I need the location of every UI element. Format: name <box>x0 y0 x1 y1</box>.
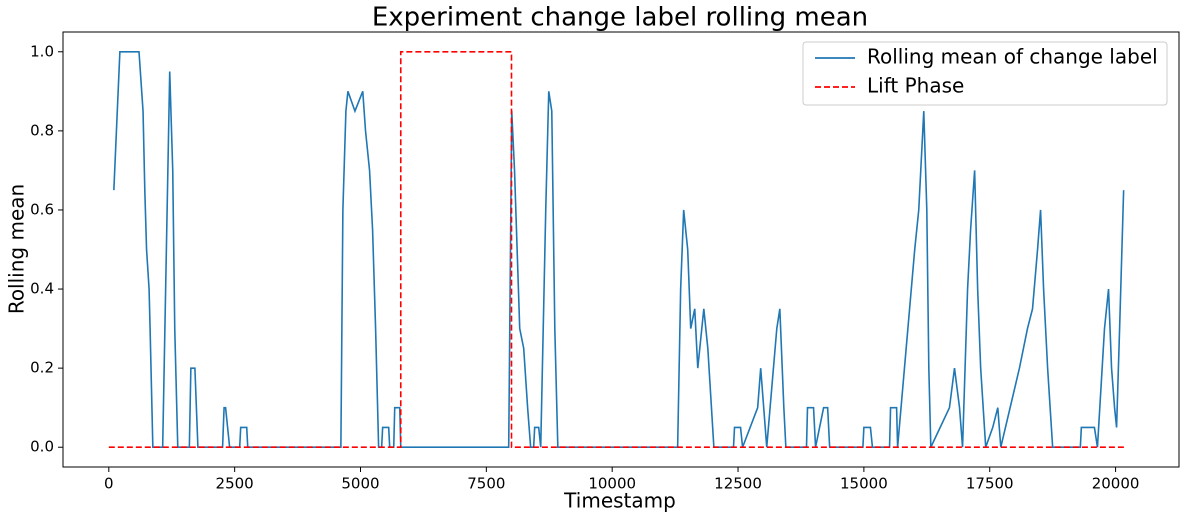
series-line <box>108 50 1126 449</box>
plot-frame <box>62 31 1180 468</box>
x-tick-label: 20000 <box>1092 475 1140 493</box>
y-tick-label: 0.6 <box>30 200 54 218</box>
x-tick-label: 0 <box>104 475 114 493</box>
y-axis-label: Rolling mean <box>5 184 29 314</box>
legend-label: Rolling mean of change label <box>867 45 1158 69</box>
x-tick-label: 7500 <box>467 475 505 493</box>
x-tick-label: 10000 <box>588 475 636 493</box>
legend-box <box>802 41 1168 106</box>
y-tick-label: 1.0 <box>30 42 54 60</box>
y-tick-label: 0.0 <box>30 438 54 456</box>
y-tick-label: 0.8 <box>30 121 54 139</box>
y-tick-label: 0.4 <box>30 280 54 298</box>
x-tick-label: 2500 <box>216 475 254 493</box>
x-axis-label: Timestamp <box>563 489 676 513</box>
x-tick-label: 15000 <box>840 475 888 493</box>
legend-label: Lift Phase <box>867 74 964 98</box>
series-line <box>113 50 1125 449</box>
chart-title: Experiment change label rolling mean <box>372 3 868 33</box>
y-tick-label: 0.2 <box>30 359 54 377</box>
x-tick-label: 17500 <box>966 475 1014 493</box>
x-tick-label: 12500 <box>714 475 762 493</box>
x-tick-label: 5000 <box>341 475 379 493</box>
